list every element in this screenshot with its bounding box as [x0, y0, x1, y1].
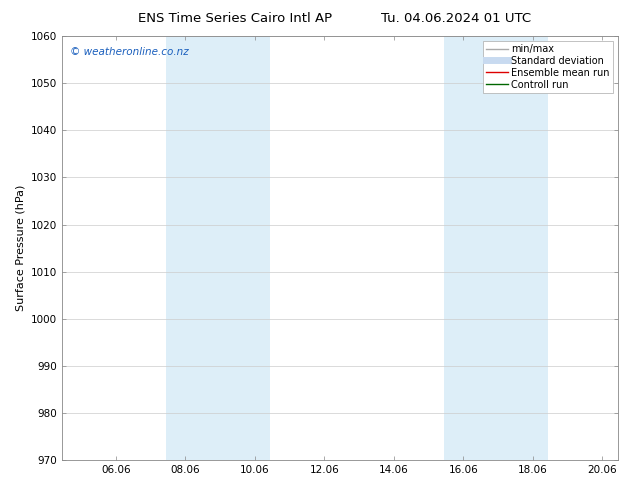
Text: © weatheronline.co.nz: © weatheronline.co.nz: [70, 47, 189, 57]
Legend: min/max, Standard deviation, Ensemble mean run, Controll run: min/max, Standard deviation, Ensemble me…: [483, 41, 613, 93]
Text: ENS Time Series Cairo Intl AP: ENS Time Series Cairo Intl AP: [138, 12, 332, 25]
Y-axis label: Surface Pressure (hPa): Surface Pressure (hPa): [15, 185, 25, 311]
Bar: [444, 36, 548, 460]
Bar: [166, 36, 270, 460]
Text: Tu. 04.06.2024 01 UTC: Tu. 04.06.2024 01 UTC: [382, 12, 531, 25]
